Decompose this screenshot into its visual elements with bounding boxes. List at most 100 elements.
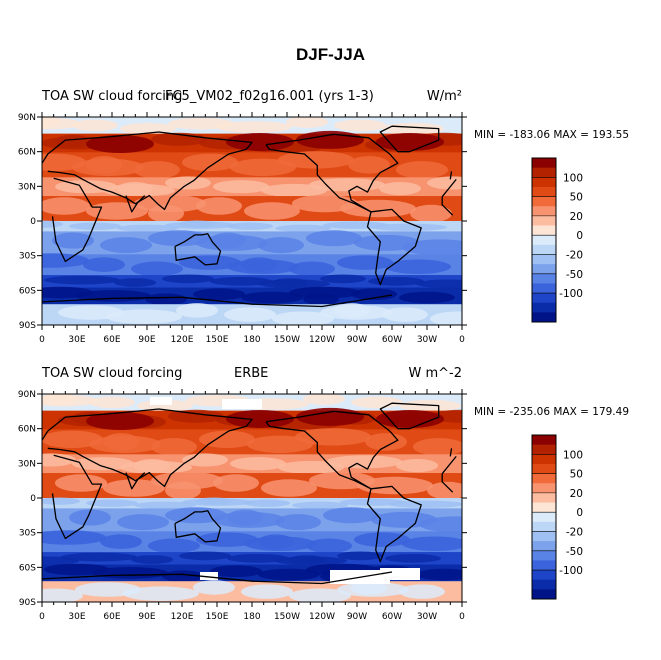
colorbar-swatch — [532, 196, 556, 207]
lon-tick-label: 90E — [138, 612, 155, 622]
colorbar-label: -50 — [566, 546, 583, 558]
colorbar: 100 50 20 0 -20 -50 -100 — [531, 157, 583, 323]
lat-tick-label: 60N — [18, 148, 36, 158]
panel-units: W m^-2 — [408, 366, 462, 381]
lon-tick-label: 30W — [417, 335, 437, 345]
lon-tick-label: 150E — [206, 335, 229, 345]
colorbar-swatch — [532, 206, 556, 217]
colorbar-swatch — [532, 235, 556, 246]
lon-tick-label: 120W — [309, 612, 335, 622]
colorbar-label: -20 — [566, 249, 583, 261]
lon-tick-label: 60W — [382, 612, 402, 622]
colorbar-swatch — [532, 512, 556, 523]
colorbar-swatch — [532, 579, 556, 590]
colorbar-swatch — [532, 254, 556, 265]
lon-tick-label: 120E — [171, 335, 194, 345]
colorbar-swatch — [532, 502, 556, 513]
colorbar-swatch — [532, 473, 556, 484]
lon-tick-label: 60E — [103, 335, 120, 345]
lon-tick-label: 0 — [459, 612, 465, 622]
colorbar-swatch — [532, 541, 556, 552]
lat-tick-label: 60S — [19, 563, 36, 573]
colorbar-swatch — [532, 492, 556, 504]
lat-tick-label: 60S — [19, 286, 36, 296]
lon-tick-label: 180 — [243, 612, 260, 622]
lon-tick-label: 90E — [138, 335, 155, 345]
lat-tick-label: 30S — [19, 252, 36, 262]
lat-tick-label: 0 — [30, 217, 36, 227]
lon-tick-label: 150E — [206, 612, 229, 622]
lon-tick-label: 30W — [417, 612, 437, 622]
colorbar-swatch — [532, 483, 556, 494]
lat-tick-label: 0 — [30, 494, 36, 504]
map-field — [42, 117, 462, 325]
lon-tick-label: 60E — [103, 612, 120, 622]
lon-tick-label: 60W — [382, 335, 402, 345]
colorbar-swatch — [532, 273, 556, 284]
colorbar-label: -100 — [559, 565, 583, 577]
colorbar-label: 50 — [570, 192, 583, 204]
colorbar-swatch — [532, 570, 556, 581]
colorbar-swatch — [532, 215, 556, 227]
panel-center-title: FC5_VM02_f02g16.001 (yrs 1-3) — [165, 89, 374, 104]
colorbar-swatch — [532, 158, 556, 169]
colorbar-swatch — [532, 244, 556, 255]
colorbar-swatch — [532, 454, 556, 465]
page-title: DJF-JJA — [296, 45, 365, 64]
colorbar-swatch — [532, 550, 556, 561]
colorbar-label: -20 — [566, 526, 583, 538]
lat-tick-label: 90S — [19, 321, 36, 331]
lon-tick-label: 0 — [39, 612, 45, 622]
lon-tick-label: 180 — [243, 335, 260, 345]
colorbar-swatch — [532, 435, 556, 446]
colorbar-label: 100 — [563, 449, 583, 461]
colorbar-label: 50 — [570, 469, 583, 481]
map-field — [42, 394, 462, 602]
colorbar-swatch — [532, 521, 556, 532]
panel-left-title: TOA SW cloud forcing — [42, 366, 183, 381]
colorbar-label: 20 — [570, 488, 583, 500]
colorbar-swatch — [532, 225, 556, 236]
colorbar-swatch — [532, 444, 556, 455]
lon-tick-label: 0 — [459, 335, 465, 345]
lat-tick-label: 30N — [18, 182, 36, 192]
obs-panel: TOA SW cloud forcing ERBE W m^-2 MIN = -… — [0, 362, 661, 632]
lat-tick-label: 90N — [18, 113, 36, 123]
min-max-label: MIN = -235.06 MAX = 179.49 — [474, 406, 629, 418]
lon-tick-label: 30E — [68, 335, 85, 345]
colorbar-swatch — [532, 463, 556, 475]
lon-tick-label: 150W — [274, 612, 300, 622]
colorbar-label: 20 — [570, 211, 583, 223]
lon-tick-label: 120W — [309, 335, 335, 345]
lon-tick-label: 30E — [68, 612, 85, 622]
panel-center-title: ERBE — [234, 366, 269, 381]
lon-tick-label: 90W — [347, 335, 367, 345]
colorbar-swatch — [532, 312, 556, 323]
lat-tick-label: 90S — [19, 598, 36, 608]
colorbar-label: -100 — [559, 288, 583, 300]
colorbar-swatch — [532, 283, 556, 294]
lat-tick-label: 90N — [18, 390, 36, 400]
panel-left-title: TOA SW cloud forcing — [42, 89, 183, 104]
lat-tick-label: 30S — [19, 529, 36, 539]
colorbar-label: -50 — [566, 269, 583, 281]
lon-tick-label: 0 — [39, 335, 45, 345]
colorbar-swatch — [532, 293, 556, 304]
lon-tick-label: 150W — [274, 335, 300, 345]
model-panel: TOA SW cloud forcing FC5_VM02_f02g16.001… — [0, 85, 661, 355]
colorbar-swatch — [532, 589, 556, 600]
colorbar: 100 50 20 0 -20 -50 -100 — [531, 434, 583, 600]
colorbar-swatch — [532, 531, 556, 542]
colorbar-label: 100 — [563, 172, 583, 184]
colorbar-label: 0 — [576, 507, 583, 519]
panel-units: W/m² — [426, 89, 462, 104]
lon-tick-label: 120E — [171, 612, 194, 622]
colorbar-swatch — [532, 167, 556, 178]
colorbar-swatch — [532, 177, 556, 188]
min-max-label: MIN = -183.06 MAX = 193.55 — [474, 129, 629, 141]
colorbar-swatch — [532, 186, 556, 198]
